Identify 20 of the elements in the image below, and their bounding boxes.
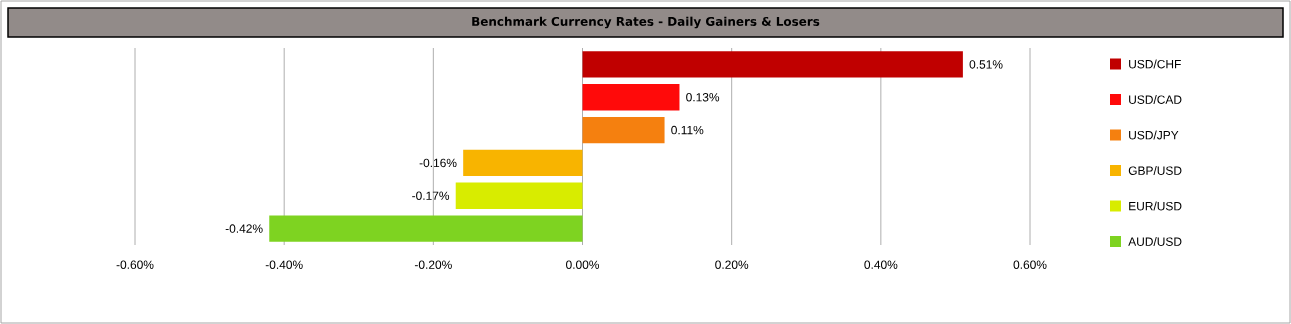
legend-label: USD/CAD (1129, 95, 1182, 104)
data-label: 0.13% (686, 93, 720, 102)
legend-label: USD/JPY (1129, 130, 1179, 140)
data-label: 0.11% (671, 125, 704, 135)
data-label: -0.42% (225, 224, 263, 233)
data-label: 0.51% (969, 60, 1003, 69)
chart-title: Benchmark Currency Rates - Daily Gainers & Losers (472, 16, 820, 29)
legend-label: GBP/USD (1128, 166, 1182, 175)
legend-label: EUR/USD (1129, 201, 1182, 211)
x-tick-label: -0.40% (265, 260, 303, 269)
data-label: -0.16% (419, 158, 457, 168)
x-tick-label: 0.60% (1013, 260, 1047, 269)
x-tick-label: -0.60% (116, 260, 154, 269)
data-label: -0.17% (412, 191, 450, 200)
x-tick-label: 0.00% (566, 260, 600, 269)
x-tick-label: 0.20% (715, 260, 749, 269)
x-tick-label: -0.20% (414, 260, 452, 269)
x-tick-label: 0.40% (864, 260, 898, 269)
legend-label: AUD/USD (1128, 237, 1182, 246)
legend-label: USD/CHF (1129, 59, 1181, 69)
